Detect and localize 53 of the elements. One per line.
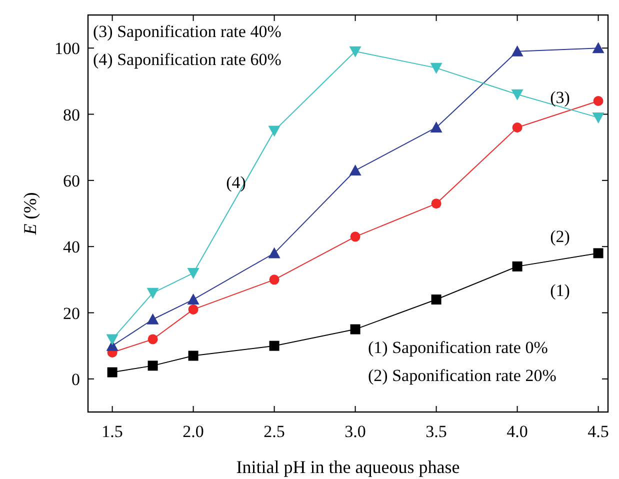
point — [350, 324, 360, 334]
annotation: (4) Saponification rate 60% — [93, 50, 282, 69]
point — [146, 313, 159, 324]
x-tick-label: 2.0 — [182, 422, 204, 441]
point — [350, 232, 360, 242]
x-tick-label: 4.0 — [506, 422, 528, 441]
y-tick-label: 0 — [72, 370, 80, 389]
y-tick-label: 80 — [63, 105, 80, 124]
x-tick-label: 2.5 — [264, 422, 285, 441]
annotation: (1) Saponification rate 0% — [368, 338, 548, 357]
y-tick-label: 40 — [63, 238, 80, 257]
annotation: (2) Saponification rate 20% — [368, 366, 556, 385]
point — [148, 360, 158, 371]
point — [188, 350, 198, 361]
point — [430, 121, 442, 132]
annotation: (3) — [550, 88, 570, 107]
point — [593, 248, 604, 258]
x-axis-title: Initial pH in the aqueous phase — [236, 457, 460, 477]
point — [269, 274, 280, 285]
point — [593, 96, 604, 106]
point — [430, 62, 442, 74]
point — [592, 42, 604, 54]
point — [187, 268, 200, 280]
point — [511, 89, 524, 100]
point — [187, 294, 200, 305]
point — [512, 261, 522, 272]
point — [269, 340, 280, 351]
point — [268, 126, 280, 137]
point — [146, 288, 159, 299]
x-tick-label: 3.0 — [344, 422, 366, 441]
y-tick-label: 100 — [54, 39, 80, 58]
annotation: (4) — [226, 173, 246, 192]
point — [511, 45, 524, 56]
point — [512, 122, 522, 132]
x-tick-label: 3.5 — [426, 422, 447, 441]
x-tick-label: 4.5 — [588, 422, 609, 441]
point — [188, 304, 198, 314]
point — [431, 198, 442, 209]
point — [592, 112, 604, 124]
y-axis-title: E (%) — [20, 192, 40, 236]
y-tick-label: 20 — [63, 304, 80, 323]
x-tick-label: 1.5 — [102, 422, 123, 441]
annotation: (2) — [550, 227, 570, 246]
point — [106, 334, 118, 346]
point — [349, 164, 362, 176]
point — [349, 46, 362, 58]
point — [107, 367, 118, 378]
point — [268, 247, 280, 258]
point — [431, 294, 442, 305]
y-tick-label: 60 — [63, 171, 80, 190]
annotation: (1) — [550, 281, 570, 300]
annotation: (3) Saponification rate 40% — [93, 22, 282, 41]
point — [148, 334, 158, 344]
